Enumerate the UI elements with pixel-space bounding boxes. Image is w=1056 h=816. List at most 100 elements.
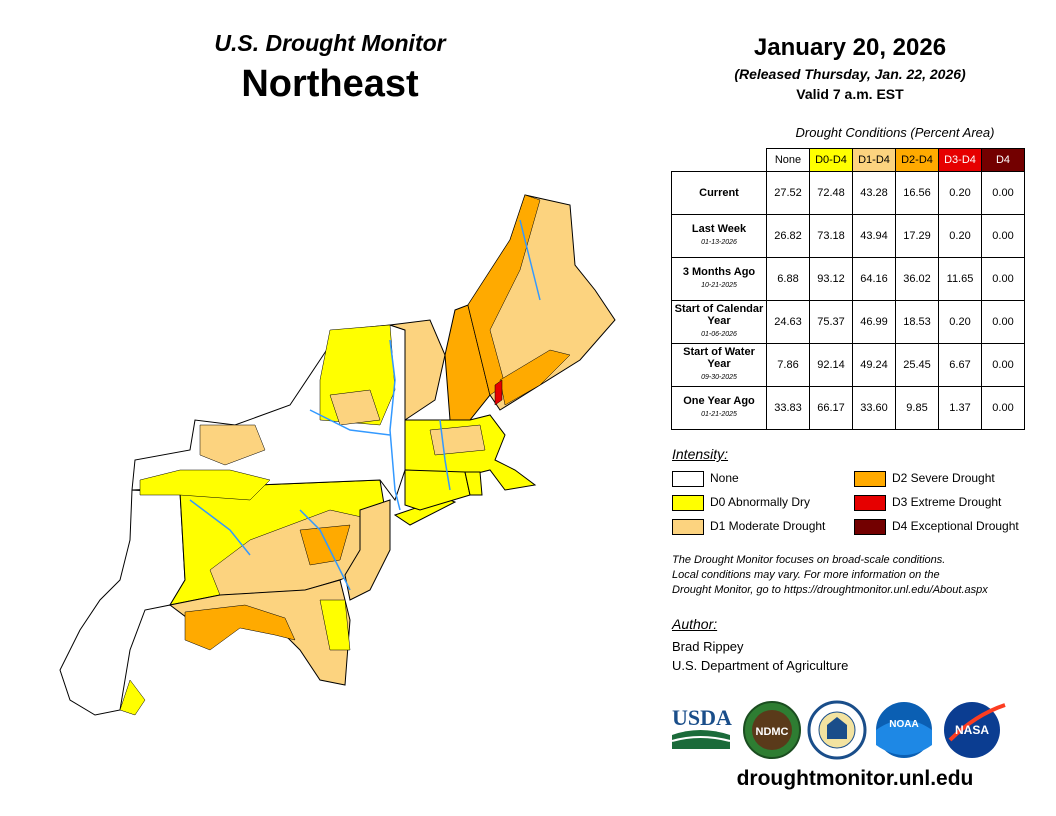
ndmc-logo: NDMC (743, 701, 801, 759)
legend-swatch (854, 494, 886, 511)
region-west-virginia (59, 489, 186, 716)
table-cell: 6.67 (938, 343, 982, 387)
row-label: 3 Months Ago 10-21-2025 (671, 257, 767, 301)
table-row: Last Week 01-13-2026 26.82 73.18 43.94 17… (671, 214, 1025, 258)
legend-swatch (672, 494, 704, 511)
legend-swatch (854, 518, 886, 535)
svg-text:NASA: NASA (955, 723, 989, 737)
table-cell: 25.45 (895, 343, 939, 387)
legend-item-d4: D4 Exceptional Drought (854, 518, 1019, 536)
col-d4: D4 (981, 148, 1025, 172)
valid-time: Valid 7 a.m. EST (796, 86, 904, 102)
table-cell: 64.16 (852, 257, 896, 301)
drought-map (59, 194, 616, 716)
table-header-row: None D0-D4 D1-D4 D2-D4 D3-D4 D4 (672, 148, 1025, 172)
table-cell: 24.63 (766, 300, 810, 344)
svg-text:NDMC: NDMC (756, 726, 789, 738)
col-d2-d4: D2-D4 (895, 148, 939, 172)
table-cell: 27.52 (766, 171, 810, 215)
region-connecticut (404, 469, 471, 511)
legend-item-d1: D1 Moderate Drought (672, 518, 825, 536)
table-cell: 0.20 (938, 214, 982, 258)
doc-seal-logo (807, 700, 867, 760)
table-cell: 0.00 (981, 343, 1025, 387)
website-link[interactable]: droughtmonitor.unl.edu (736, 767, 974, 790)
map-header: U.S. Drought Monitor Northeast (180, 30, 480, 106)
table-cell: 0.20 (938, 300, 982, 344)
table-row: 3 Months Ago 10-21-2025 6.88 93.12 64.16 … (671, 257, 1025, 301)
table-cell: 43.94 (852, 214, 896, 258)
svg-text:NOAA: NOAA (889, 719, 918, 730)
table-cell: 26.82 (766, 214, 810, 258)
region-ny-moderate-2 (329, 389, 381, 426)
legend-swatch (854, 470, 886, 487)
table-cell: 93.12 (809, 257, 853, 301)
author-block: Brad Rippey U.S. Department of Agricultu… (672, 637, 848, 675)
table-cell: 33.60 (852, 386, 896, 430)
legend-swatch (672, 518, 704, 535)
table-cell: 46.99 (852, 300, 896, 344)
conditions-title: Drought Conditions (Percent Area) (795, 125, 995, 140)
table-row: Start of Water Year 09-30-2025 7.86 92.14… (671, 343, 1025, 387)
noaa-logo: NOAA (876, 702, 932, 758)
svg-text:USDA: USDA (672, 705, 732, 730)
table-cell: 0.00 (981, 214, 1025, 258)
legend-item-d2: D2 Severe Drought (854, 470, 995, 488)
legend-item-d3: D3 Extreme Drought (854, 494, 1001, 512)
table-row: Current 27.52 72.48 43.28 16.56 0.20 0.0… (671, 171, 1025, 215)
author-heading: Author: (672, 616, 718, 632)
intensity-heading: Intensity: (672, 446, 729, 462)
region-me-severe-coast (499, 349, 571, 406)
region-new-jersey (344, 499, 391, 601)
region-pa-severe (299, 524, 351, 566)
table-cell: 7.86 (766, 343, 810, 387)
row-label: Start of Water Year 09-30-2025 (671, 343, 767, 387)
table-cell: 11.65 (938, 257, 982, 301)
conditions-table: None D0-D4 D1-D4 D2-D4 D3-D4 D4 Current … (671, 148, 1025, 430)
region-delaware (319, 599, 351, 651)
author-org: U.S. Department of Agriculture (672, 658, 849, 673)
partner-logos: USDA NDMC NOAA NASA (671, 700, 1006, 760)
nasa-logo: NASA (944, 702, 1006, 758)
table-cell: 0.00 (981, 300, 1025, 344)
region-me-extreme (494, 379, 503, 406)
monitor-title: U.S. Drought Monitor (214, 30, 446, 56)
table-cell: 0.00 (981, 171, 1025, 215)
col-none: None (766, 148, 810, 172)
table-cell: 6.88 (766, 257, 810, 301)
col-d1-d4: D1-D4 (852, 148, 896, 172)
table-cell: 9.85 (895, 386, 939, 430)
row-label: Current (671, 171, 767, 215)
legend-item-none: None (672, 470, 739, 488)
region-md-severe (184, 604, 296, 651)
row-label: Start of Calendar Year 01-06-2026 (671, 300, 767, 344)
table-cell: 72.48 (809, 171, 853, 215)
rivers (189, 219, 541, 591)
table-cell: 92.14 (809, 343, 853, 387)
region-ma-moderate (429, 424, 486, 456)
table-cell: 17.29 (895, 214, 939, 258)
table-cell: 43.28 (852, 171, 896, 215)
table-cell: 0.00 (981, 257, 1025, 301)
legend-item-d0: D0 Abnormally Dry (672, 494, 810, 512)
table-row: One Year Ago 01-21-2025 33.83 66.17 33.60… (671, 386, 1025, 430)
intensity-legend: None D0 Abnormally Dry D1 Moderate Droug… (672, 470, 1042, 540)
row-label: One Year Ago 01-21-2025 (671, 386, 767, 430)
table-cell: 66.17 (809, 386, 853, 430)
date-header: January 20, 2026 (Released Thursday, Jan… (670, 34, 1030, 102)
author-name: Brad Rippey (672, 639, 744, 654)
region-ny-moderate (199, 424, 266, 466)
col-d3-d4: D3-D4 (938, 148, 982, 172)
legend-swatch (672, 470, 704, 487)
table-cell: 36.02 (895, 257, 939, 301)
table-cell: 75.37 (809, 300, 853, 344)
region-ny-dry-west (139, 469, 271, 501)
table-cell: 16.56 (895, 171, 939, 215)
usda-logo: USDA (671, 705, 732, 749)
release-date: (Released Thursday, Jan. 22, 2026) (734, 66, 966, 82)
region-wv-dry (119, 679, 146, 716)
col-d0-d4: D0-D4 (809, 148, 853, 172)
table-cell: 0.00 (981, 386, 1025, 430)
table-cell: 0.20 (938, 171, 982, 215)
region-rhode-island (464, 471, 483, 496)
